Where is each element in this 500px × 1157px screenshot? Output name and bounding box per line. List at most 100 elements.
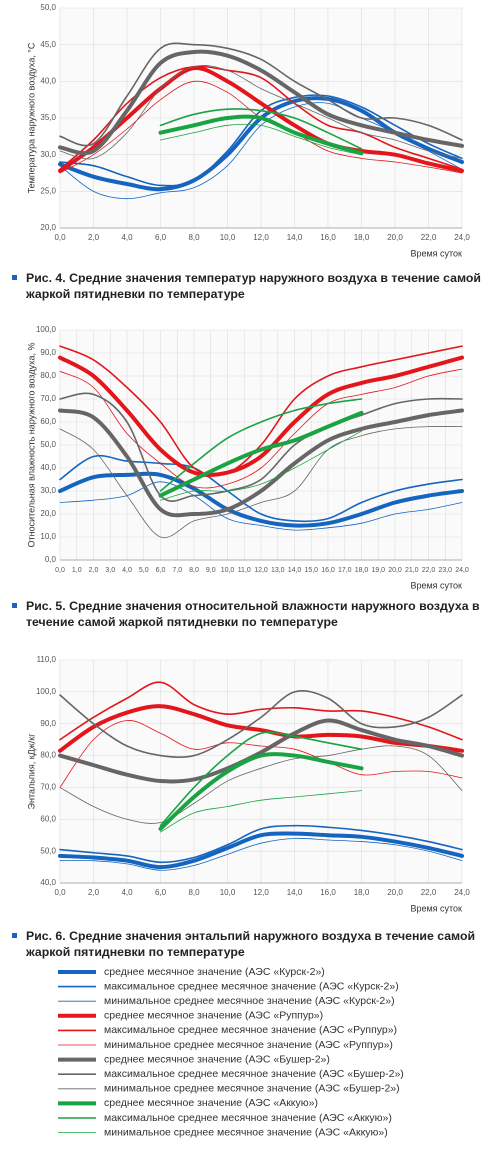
series-line (59, 681, 463, 741)
x-tick-label: 12,0 (253, 888, 269, 897)
series-line (58, 49, 464, 156)
x-tick-label: 2,0 (88, 888, 100, 897)
y-tick-label: 70,0 (40, 394, 56, 403)
series-line (158, 752, 364, 831)
x-tick-label: 24,0 (454, 888, 470, 897)
x-tick-label: 3,0 (105, 567, 115, 574)
y-tick-label: 90,0 (40, 348, 56, 357)
x-tick-label: 1,0 (72, 567, 82, 574)
series-line (58, 355, 464, 478)
series-line (59, 426, 463, 539)
series-line (58, 471, 464, 528)
x-tick-label: 17,0 (338, 567, 352, 574)
x-tick-label: 24,0 (455, 567, 469, 574)
x-tick-label: 8,0 (189, 567, 199, 574)
x-tick-label: 9,0 (206, 567, 216, 574)
legend-label: среднее месячное значение (АЭС «Бушер-2»… (104, 1053, 330, 1065)
x-tick-label: 0,0 (54, 233, 66, 242)
x-tick-label: 20,0 (388, 567, 402, 574)
series-line (159, 731, 363, 827)
x-tick-label: 20,0 (387, 888, 403, 897)
y-tick-label: 50,0 (40, 846, 56, 855)
series-line (59, 345, 463, 476)
y-tick-label: 100,0 (36, 325, 57, 334)
legend-label: максимальное среднее месячное значение (… (104, 1024, 397, 1036)
y-tick-label: 60,0 (40, 417, 56, 426)
x-tick-label: 18,0 (354, 888, 370, 897)
series-line (58, 408, 464, 518)
y-axis-label: Температура наружного воздуха, °С (26, 42, 36, 193)
legend-label: минимальное среднее месячное значение (А… (104, 995, 395, 1007)
series-line (59, 368, 463, 489)
series-line (59, 689, 463, 758)
x-tick-label: 10,0 (220, 888, 236, 897)
y-tick-label: 70,0 (40, 783, 56, 792)
x-tick-label: 16,0 (320, 888, 336, 897)
series-line (58, 704, 464, 753)
legend-label: максимальное среднее месячное значение (… (104, 1068, 404, 1080)
y-tick-label: 60,0 (40, 814, 56, 823)
series-line (59, 824, 463, 864)
series-line (160, 790, 362, 833)
x-tick-label: 12,0 (253, 233, 269, 242)
y-tick-label: 80,0 (40, 751, 56, 760)
series-line (59, 65, 463, 171)
series-line (158, 114, 364, 156)
y-tick-label: 40,0 (40, 76, 56, 85)
x-tick-label: 7,0 (172, 567, 182, 574)
figure-caption: Рис. 5. Средние значения относительной в… (12, 598, 490, 630)
x-tick-label: 24,0 (454, 233, 470, 242)
x-tick-label: 8,0 (188, 888, 200, 897)
x-tick-label: 22,0 (421, 233, 437, 242)
x-tick-label: 19,0 (371, 567, 385, 574)
x-tick-label: 14,0 (288, 567, 302, 574)
x-tick-label: 4,0 (122, 567, 132, 574)
x-tick-label: 14,0 (287, 888, 303, 897)
x-tick-label: 13,0 (271, 567, 285, 574)
y-tick-label: 35,0 (40, 113, 56, 122)
x-tick-label: 0,0 (54, 888, 66, 897)
x-tick-label: 0,0 (55, 567, 65, 574)
y-tick-label: 10,0 (40, 532, 56, 541)
x-tick-label: 4,0 (121, 233, 133, 242)
x-tick-label: 10,0 (221, 567, 235, 574)
series-line (158, 410, 364, 498)
y-tick-label: 30,0 (40, 150, 56, 159)
y-tick-label: 100,0 (36, 687, 57, 696)
legend-label: минимальное среднее месячное значение (А… (104, 1083, 400, 1095)
series-line (59, 42, 463, 147)
x-tick-label: 22,0 (421, 888, 437, 897)
x-tick-label: 23,0 (438, 567, 452, 574)
x-tick-label: 18,0 (355, 567, 369, 574)
y-tick-label: 40,0 (40, 463, 56, 472)
series-line (59, 720, 463, 788)
x-tick-label: 12,0 (254, 567, 268, 574)
x-tick-label: 18,0 (354, 233, 370, 242)
x-tick-label: 20,0 (387, 233, 403, 242)
series-line (160, 430, 362, 501)
x-tick-label: 10,0 (220, 233, 236, 242)
series-line (160, 123, 362, 156)
y-tick-label: 90,0 (40, 719, 56, 728)
legend-label: максимальное среднее месячное значение (… (104, 980, 399, 992)
series-line (58, 718, 464, 784)
series-line (59, 745, 463, 824)
x-axis-label: Время суток (410, 580, 462, 590)
legend-label: максимальное среднее месячное значение (… (104, 1112, 392, 1124)
y-tick-label: 30,0 (40, 486, 56, 495)
legend-label: среднее месячное значение (АЭС «Курск-2»… (104, 966, 325, 978)
x-tick-label: 15,0 (304, 567, 318, 574)
x-tick-label: 6,0 (155, 233, 167, 242)
y-tick-label: 40,0 (40, 878, 56, 887)
series-line (58, 66, 464, 173)
y-tick-label: 25,0 (40, 186, 56, 195)
x-tick-label: 16,0 (321, 567, 335, 574)
series-line (59, 65, 463, 160)
figure-caption: Рис. 6. Средние значения энтальпий наруж… (12, 928, 490, 960)
y-tick-label: 45,0 (40, 40, 56, 49)
y-axis-label: Энтальпия, кДж/кг (26, 733, 36, 810)
y-tick-label: 20,0 (40, 223, 56, 232)
x-tick-label: 16,0 (320, 233, 336, 242)
